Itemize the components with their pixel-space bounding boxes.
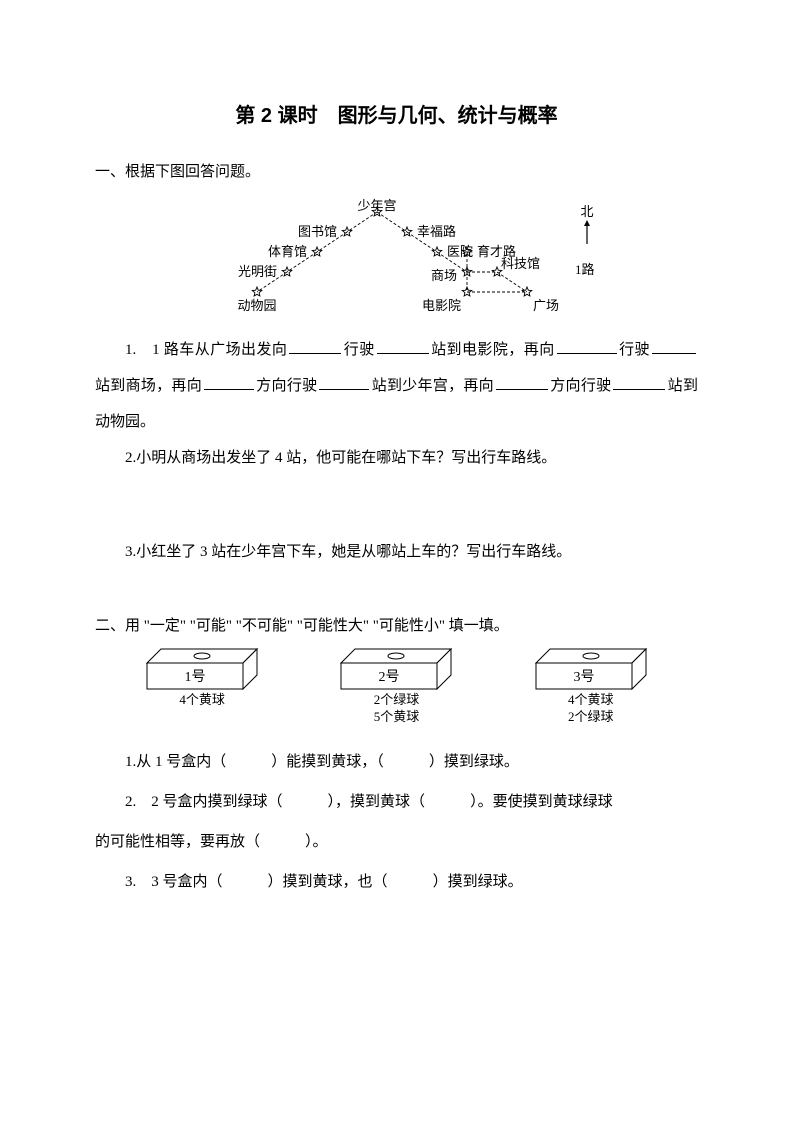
ball-box: 2号 2个绿球 5个黄球 — [340, 648, 452, 726]
boxes-row: 1号 4个黄球 2号 2个绿球 5个黄球 3号 4个黄球 2个绿球 — [95, 648, 698, 726]
fill-blank — [289, 339, 341, 354]
q1-text: 方向行驶 — [256, 378, 317, 394]
blank-paren — [283, 794, 328, 810]
q2-1-text-a: 1.从 1 号盒内（ — [125, 754, 226, 770]
blank-paren — [384, 754, 429, 770]
svg-text:商场: 商场 — [430, 268, 456, 283]
q2-1-text-c: ）摸到绿球。 — [429, 754, 519, 770]
q1-text: 站到电影院，再向 — [431, 342, 555, 358]
svg-text:广场: 广场 — [533, 298, 559, 313]
question-2-3: 3. 3 号盒内（ ）摸到黄球，也（ ）摸到绿球。 — [95, 864, 698, 900]
q2-1-text-b: ）能摸到黄球，（ — [271, 754, 384, 770]
box-caption: 4个黄球 — [179, 692, 225, 709]
svg-text:动物园: 动物园 — [237, 298, 276, 313]
route-map: 少年宫图书馆体育馆光明街动物园幸福路医院商场育才路科技馆电影院广场北1路 — [177, 194, 617, 314]
route-map-container: 少年宫图书馆体育馆光明街动物园幸福路医院商场育才路科技馆电影院广场北1路 — [95, 194, 698, 314]
question-2-2: 2. 2 号盒内摸到绿球（ ），摸到黄球（ ）。要使摸到黄球绿球 — [95, 784, 698, 820]
fill-blank — [652, 339, 696, 354]
svg-text:少年宫: 少年宫 — [357, 198, 396, 213]
fill-blank — [557, 339, 617, 354]
q2-3-text-a: 3. 3 号盒内（ — [125, 874, 223, 890]
question-1-3: 3.小红坐了 3 站在少年宫下车，她是从哪站上车的？写出行车路线。 — [95, 540, 698, 564]
section2-heading: 二、用 "一定" "可能" "不可能" "可能性大" "可能性小" 填一填。 — [95, 614, 698, 638]
fill-blank — [377, 339, 429, 354]
svg-text:1路: 1路 — [575, 262, 595, 277]
blank-paren — [388, 874, 433, 890]
box-caption: 2个绿球 5个黄球 — [374, 692, 420, 726]
question-2-1: 1.从 1 号盒内（ ）能摸到黄球，（ ）摸到绿球。 — [95, 744, 698, 780]
fill-blank — [204, 375, 254, 390]
blank-paren — [425, 794, 470, 810]
svg-text:电影院: 电影院 — [421, 298, 460, 313]
fill-blank — [319, 375, 369, 390]
q2-3-text-b: ）摸到黄球，也（ — [268, 874, 388, 890]
q2-2-text-a: 2. 2 号盒内摸到绿球（ — [125, 794, 283, 810]
fill-blank — [613, 375, 665, 390]
ball-box: 1号 4个黄球 — [146, 648, 258, 726]
box-caption: 4个黄球 2个绿球 — [568, 692, 614, 726]
svg-text:图书馆: 图书馆 — [297, 224, 336, 239]
blank-paren — [226, 754, 271, 770]
svg-text:光明街: 光明街 — [237, 264, 276, 279]
blank-paren — [260, 834, 305, 850]
q1-text: 行驶 — [343, 342, 374, 358]
q2-3-text-c: ）摸到绿球。 — [433, 874, 523, 890]
section1-heading: 一、根据下图回答问题。 — [95, 160, 698, 184]
q2-2-text-d: 的可能性相等，要再放（ — [95, 834, 260, 850]
svg-text:体育馆: 体育馆 — [267, 244, 306, 259]
q2-2-text-c: ）。要使摸到黄球绿球 — [470, 794, 613, 810]
svg-text:医院: 医院 — [447, 244, 473, 259]
question-1-2: 2.小明从商场出发坐了 4 站，他可能在哪站下车？写出行车路线。 — [95, 446, 698, 470]
svg-text:2号: 2号 — [379, 670, 400, 685]
svg-text:幸福路: 幸福路 — [417, 224, 456, 239]
q1-text: 站到少年宫，再向 — [371, 378, 494, 394]
question-2-2-cont: 的可能性相等，要再放（ ）。 — [95, 824, 698, 860]
q1-text: 站到商场，再向 — [95, 378, 202, 394]
question-1-1: 1. 1 路车从广场出发向 行驶 站到电影院，再向 行驶站到商场，再向 方向行驶 站到少年… — [95, 332, 698, 440]
q1-text: 行驶 — [619, 342, 650, 358]
svg-text:北: 北 — [580, 204, 593, 219]
q1-text: 方向行驶 — [550, 378, 611, 394]
q2-2-text-e: ）。 — [305, 834, 328, 850]
q1-text: 1. 1 路车从广场出发向 — [125, 342, 287, 358]
svg-text:1号: 1号 — [185, 670, 206, 685]
ball-box: 3号 4个黄球 2个绿球 — [535, 648, 647, 726]
fill-blank — [496, 375, 548, 390]
svg-text:科技馆: 科技馆 — [501, 256, 540, 271]
q2-2-text-b: ），摸到黄球（ — [328, 794, 426, 810]
page-title: 第 2 课时 图形与几何、统计与概率 — [95, 100, 698, 132]
svg-text:3号: 3号 — [573, 670, 594, 685]
blank-paren — [223, 874, 268, 890]
